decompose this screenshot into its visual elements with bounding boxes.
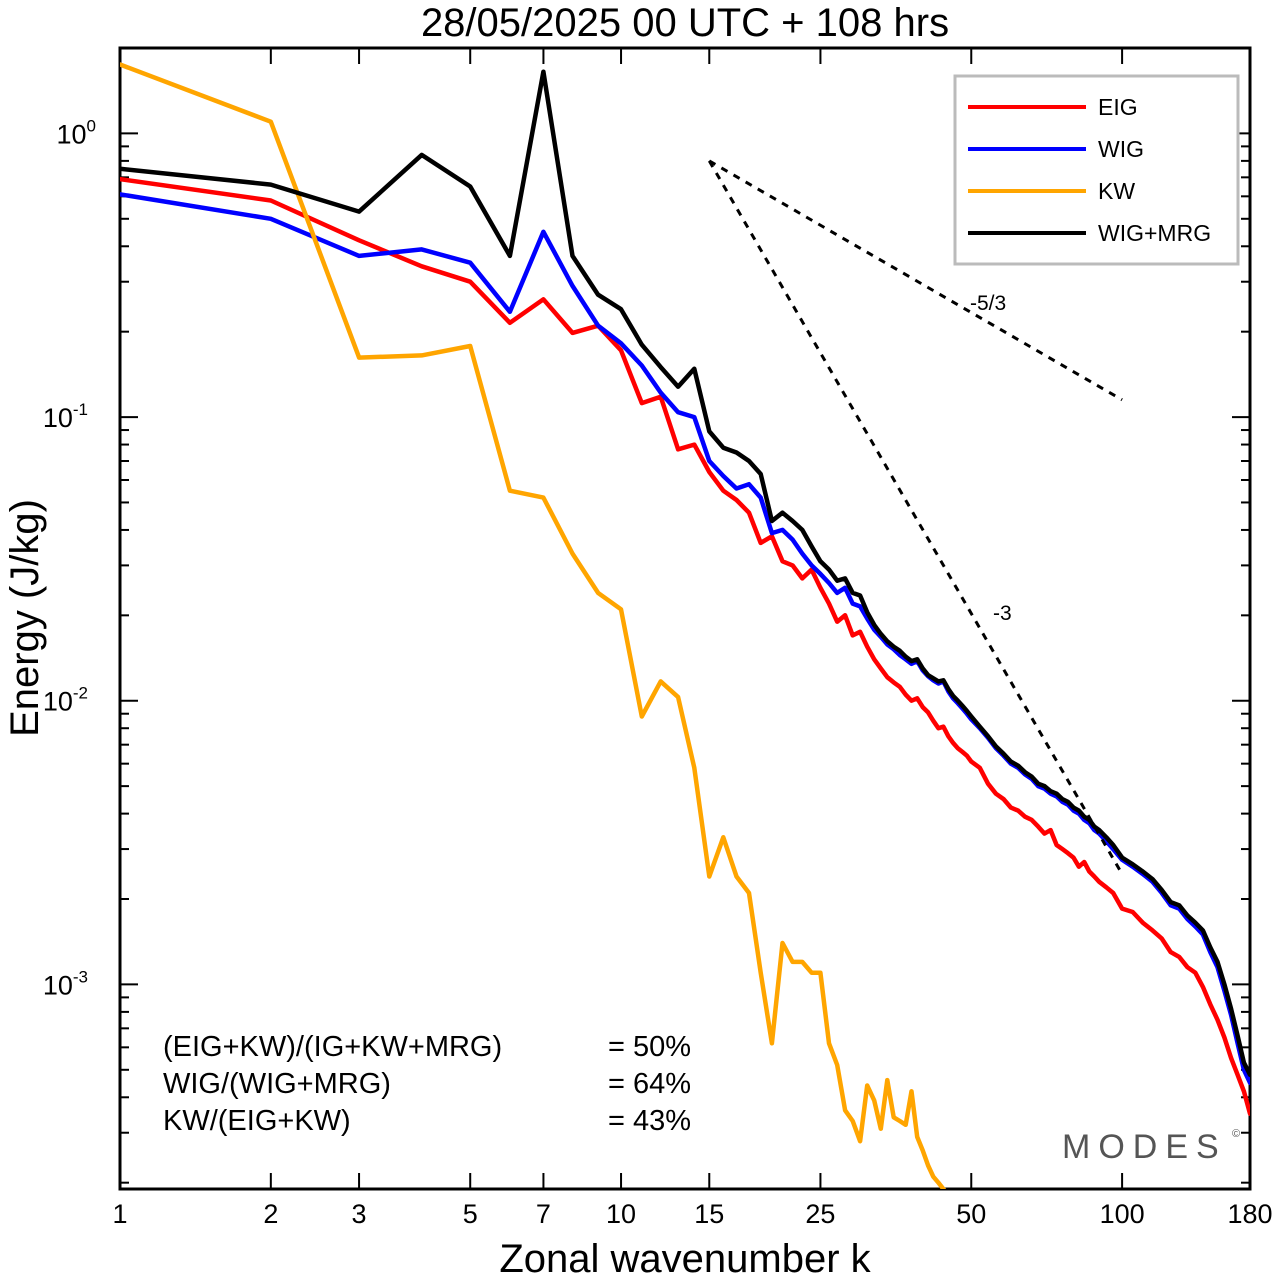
ratio-annotations: (EIG+KW)/(IG+KW+MRG) = 50% WIG/(WIG+MRG) = … (163, 1031, 691, 1137)
series-line-wig (120, 192, 1250, 1086)
x-tick-label: 3 (352, 1199, 367, 1229)
x-tick-label: 180 (1227, 1199, 1272, 1229)
y-tick-label: 10-2 (43, 684, 88, 717)
axis-tick-labels: 1 2 3 5 7 10 15 25 50 100 180 100 10-1 10-2 10-3 (43, 116, 1273, 1229)
x-axis-label: Zonal wavenumber k (499, 1237, 871, 1281)
chart-title: 28/05/2025 00 UTC + 108 hrs (421, 1, 949, 45)
x-tick-label: 10 (606, 1199, 636, 1229)
legend-label: KW (1098, 178, 1135, 204)
reference-line-label: -3 (993, 602, 1012, 625)
x-tick-label: 15 (694, 1199, 724, 1229)
logo-copyright: © (1232, 1128, 1240, 1140)
legend-label: WIG+MRG (1098, 220, 1211, 246)
y-tick-label: 10-3 (43, 967, 88, 1000)
x-tick-label: 1 (112, 1199, 127, 1229)
plot-frame (118, 46, 1252, 1191)
reference-line-label: -5/3 (970, 292, 1006, 315)
legend-label: WIG (1098, 136, 1144, 162)
y-axis-label: Energy (J/kg) (3, 499, 47, 737)
ratio-label: WIG/(WIG+MRG) (163, 1068, 391, 1100)
y-tick-label: 10-1 (43, 400, 88, 433)
reference-line (707, 160, 1124, 875)
legend-label: EIG (1098, 94, 1138, 120)
ratio-value: = 64% (608, 1068, 691, 1100)
series-line-wig-mrg (120, 69, 1250, 1078)
series-line-eig (120, 176, 1250, 1116)
x-tick-label: 100 (1100, 1199, 1145, 1229)
ratio-label: (EIG+KW)/(IG+KW+MRG) (163, 1031, 502, 1063)
ratio-value: = 43% (608, 1105, 691, 1137)
x-tick-label: 2 (263, 1199, 278, 1229)
reference-slope-lines: -5/3 -3 (707, 159, 1124, 875)
logo-text: MODES (1062, 1128, 1227, 1166)
series-line-kw (120, 62, 947, 1189)
ratio-value: = 50% (608, 1031, 691, 1063)
x-tick-label: 25 (805, 1199, 835, 1229)
modes-logo: MODES © (1062, 1128, 1240, 1166)
chart-legend: EIG WIG KW WIG+MRG (953, 74, 1240, 266)
x-tick-label: 7 (536, 1199, 551, 1229)
y-tick-label: 100 (56, 116, 96, 149)
x-tick-label: 50 (956, 1199, 986, 1229)
series-lines (120, 62, 1250, 1189)
ratio-label: KW/(EIG+KW) (163, 1105, 351, 1137)
x-tick-label: 5 (463, 1199, 478, 1229)
reference-line (708, 159, 1123, 402)
